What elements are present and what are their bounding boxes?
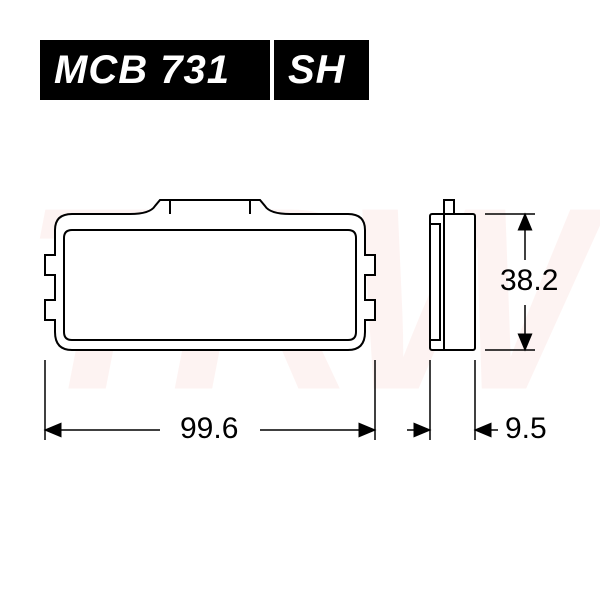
brake-pad-front-view xyxy=(45,200,375,350)
dimension-diagram xyxy=(0,0,600,600)
dimension-thickness xyxy=(407,360,498,440)
dimension-height-label: 38.2 xyxy=(500,264,558,298)
technical-drawing-canvas: TRW MCB 731 SH xyxy=(0,0,600,600)
brake-pad-side-view xyxy=(430,200,475,350)
dimension-width-label: 99.6 xyxy=(180,412,238,446)
dimension-thickness-label: 9.5 xyxy=(505,412,547,446)
